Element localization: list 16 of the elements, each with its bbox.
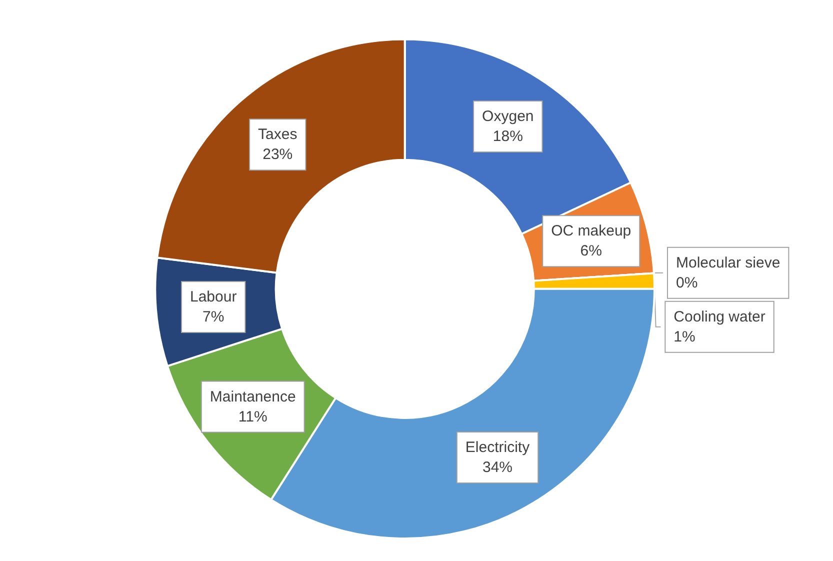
slice-label: Oxygen	[482, 108, 534, 126]
slice-label: Electricity	[465, 438, 530, 456]
slice-label: Maintanence	[210, 388, 296, 406]
slice-label: Labour	[190, 288, 237, 306]
data-label: 34%	[482, 458, 513, 476]
slice-label: Cooling water	[674, 308, 766, 326]
data-label: 11%	[238, 408, 268, 426]
data-label: 23%	[262, 146, 293, 164]
slice-label: Taxes	[258, 126, 298, 144]
slice-label: OC makeup	[551, 222, 632, 240]
data-label: 6%	[580, 242, 602, 260]
data-label: 18%	[492, 128, 523, 146]
legend-label: Molecular sieve	[676, 254, 780, 272]
text: 0%	[676, 274, 698, 292]
data-label: 7%	[202, 308, 224, 326]
data-label: 1%	[674, 328, 696, 346]
